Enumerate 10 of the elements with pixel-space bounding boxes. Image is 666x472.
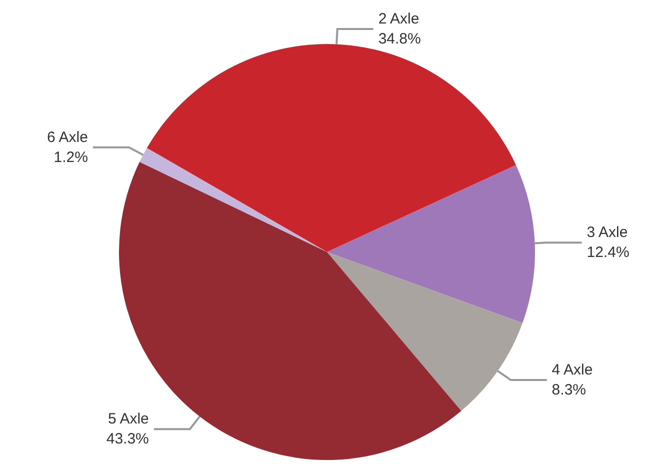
data-label: 8.3% (552, 382, 586, 399)
data-label: 1.2% (54, 148, 88, 166)
data-label: 12.4% (586, 244, 630, 262)
slice-label: 4 Axle (552, 362, 593, 379)
data-label: 43.3% (106, 430, 149, 448)
slice-label: 6 Axle (47, 128, 88, 146)
slice-label: 3 Axle (586, 224, 628, 242)
data-label: 34.8% (378, 30, 421, 48)
slice-label: 5 Axle (108, 410, 149, 428)
slice-label: 2 Axle (378, 10, 420, 28)
